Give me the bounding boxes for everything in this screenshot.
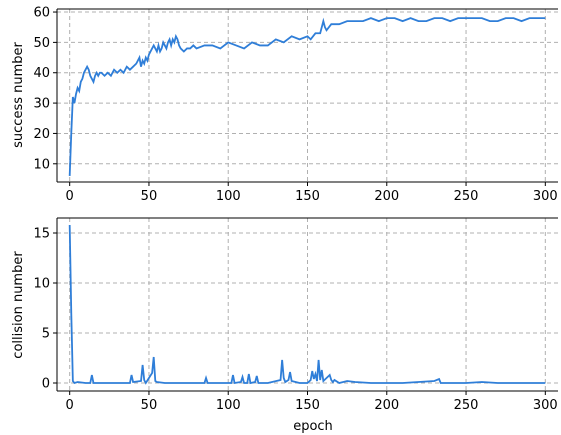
- success-y-axis-label: success number: [11, 41, 26, 147]
- collision-y-tick-label: 5: [42, 327, 50, 342]
- collision-x-ticks: 0 50 100 150 200 250 300: [66, 391, 558, 413]
- collision-x-tick-label: 100: [216, 398, 241, 413]
- success-grid: [57, 9, 558, 182]
- success-x-tick-label: 300: [533, 189, 558, 204]
- collision-y-ticks: 0 5 10 15: [33, 227, 57, 392]
- collision-x-tick-label: 150: [295, 398, 320, 413]
- success-y-tick-label: 10: [33, 157, 50, 172]
- success-y-tick-label: 50: [33, 36, 50, 51]
- success-y-tick-label: 20: [33, 127, 50, 142]
- collision-y-tick-label: 10: [33, 277, 50, 292]
- success-x-tick-label: 0: [66, 189, 74, 204]
- success-x-tick-label: 50: [141, 189, 158, 204]
- success-x-tick-label: 150: [295, 189, 320, 204]
- collision-y-axis-label: collision number: [11, 251, 26, 359]
- collision-x-tick-label: 50: [141, 398, 158, 413]
- success-y-tick-label: 30: [33, 97, 50, 112]
- collision-y-tick-label: 0: [42, 377, 50, 392]
- collision-series-line: [68, 224, 546, 385]
- success-x-tick-label: 100: [216, 189, 241, 204]
- success-y-tick-label: 40: [33, 66, 50, 81]
- collision-x-tick-label: 0: [66, 398, 74, 413]
- collision-x-tick-label: 300: [533, 398, 558, 413]
- success-y-ticks: 10 20 30 40 50 60: [33, 6, 57, 172]
- collision-x-tick-label: 250: [454, 398, 479, 413]
- success-series-line: [68, 17, 546, 176]
- collision-grid: [57, 218, 558, 391]
- collision-subplot: 0 50 100 150 200 250 300 0 5 10 15 collision numb…: [11, 217, 558, 434]
- success-x-tick-label: 250: [454, 189, 479, 204]
- collision-x-tick-label: 200: [374, 398, 399, 413]
- success-x-ticks: 0 50 100 150 200 250 300: [66, 182, 558, 204]
- collision-y-tick-label: 15: [33, 227, 50, 242]
- success-y-tick-label: 60: [33, 6, 50, 21]
- success-subplot: 0 50 100 150 200 250 300 10 20 30 40 50 60 success …: [11, 6, 558, 204]
- x-axis-label: epoch: [293, 419, 333, 434]
- success-x-tick-label: 200: [374, 189, 399, 204]
